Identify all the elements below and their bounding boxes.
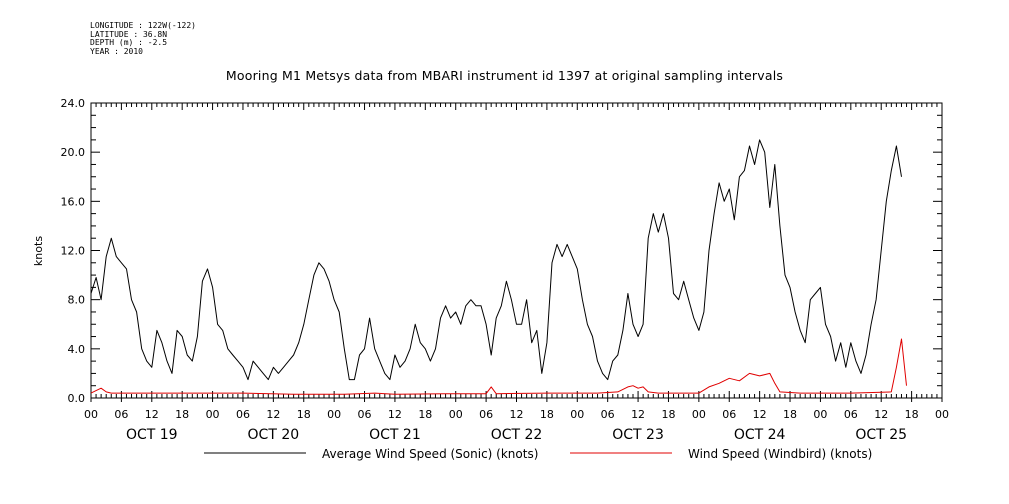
x-tick-label: 12: [388, 408, 402, 421]
y-tick-label: 12.0: [61, 245, 86, 258]
y-tick-label: 20.0: [61, 146, 86, 159]
y-tick-label: 16.0: [61, 195, 86, 208]
plot-axes: [90, 102, 943, 402]
x-tick-label: 18: [905, 408, 919, 421]
x-tick-label: 12: [266, 408, 280, 421]
series-lines: [90, 139, 907, 395]
meta-year: YEAR : 2010: [90, 46, 143, 56]
x-tick-label: 18: [540, 408, 554, 421]
day-label: OCT 25: [855, 427, 907, 443]
x-tick-label: 00: [327, 408, 341, 421]
y-tick-label: 4.0: [68, 343, 86, 356]
x-tick-label: 06: [358, 408, 372, 421]
x-tick-label: 00: [449, 408, 463, 421]
day-label: OCT 22: [491, 427, 543, 443]
y-tick-label: 0.0: [68, 392, 86, 405]
x-tick-label: 00: [84, 408, 98, 421]
x-tick-label: 00: [813, 408, 827, 421]
x-tick-label: 12: [874, 408, 888, 421]
x-tick-label: 12: [631, 408, 645, 421]
meta-longitude: LONGITUDE : 122W(-122): [90, 21, 196, 30]
series-line-0: [90, 139, 902, 381]
day-label: OCT 24: [734, 427, 786, 443]
day-label: OCT 21: [369, 427, 421, 443]
x-tick-label: 12: [510, 408, 524, 421]
y-axis-label: knots: [32, 236, 45, 266]
x-tick-label: 12: [145, 408, 159, 421]
y-tick-label: 8.0: [68, 294, 86, 307]
x-tick-label: 06: [601, 408, 615, 421]
meta-latitude: LATITUDE : 36.8N: [90, 29, 168, 39]
day-label: OCT 23: [612, 427, 664, 443]
x-tick-label: 06: [236, 408, 250, 421]
legend: Average Wind Speed (Sonic) (knots) Wind S…: [204, 447, 872, 461]
legend-label-windbird: Wind Speed (Windbird) (knots): [688, 447, 872, 461]
x-tick-label: 06: [844, 408, 858, 421]
x-tick-label: 18: [418, 408, 432, 421]
x-tick-label: 18: [661, 408, 675, 421]
x-tick-label: 18: [175, 408, 189, 421]
x-tick-label: 06: [722, 408, 736, 421]
y-tick-label: 24.0: [61, 97, 86, 110]
x-tick-label: 12: [753, 408, 767, 421]
legend-label-sonic: Average Wind Speed (Sonic) (knots): [322, 447, 538, 461]
chart-title: Mooring M1 Metsys data from MBARI instru…: [225, 68, 784, 83]
x-tick-label: 06: [114, 408, 128, 421]
x-tick-label: 00: [570, 408, 584, 421]
day-label: OCT 20: [248, 427, 300, 443]
day-label: OCT 19: [126, 427, 178, 443]
x-tick-label: 00: [206, 408, 220, 421]
x-axis-ticks: 00 06 12 18 00 06 12 18 00 06 12 18 00 06 12 18 00 06 12 18…: [84, 408, 949, 443]
station-metadata: LONGITUDE : 122W(-122) LATITUDE : 36.8N …: [90, 21, 196, 56]
x-tick-label: 06: [479, 408, 493, 421]
y-axis-ticks: 0.0 4.0 8.0 12.0 16.0 20.0 24.0: [61, 97, 942, 405]
meta-depth: DEPTH (m) : -2.5: [90, 38, 168, 48]
x-tick-label: 18: [783, 408, 797, 421]
x-tick-label: 00: [692, 408, 706, 421]
plot-frame: [90, 102, 943, 399]
x-tick-label: 00: [935, 408, 949, 421]
x-tick-label: 18: [297, 408, 311, 421]
series-line-1: [90, 338, 907, 395]
